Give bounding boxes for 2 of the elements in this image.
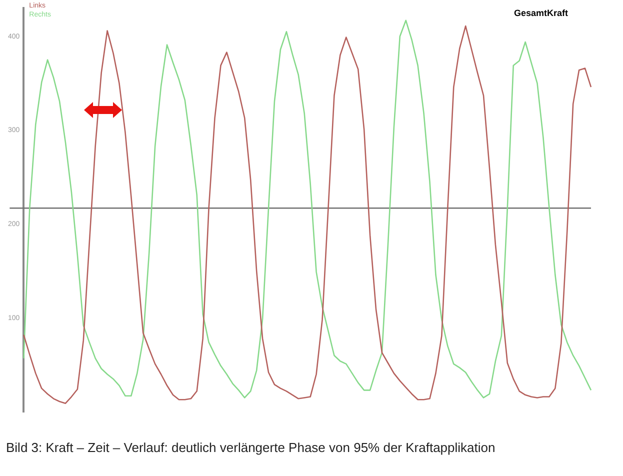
text: Bild 3: Kraft – Zeit – Verlauf: deutlich verlängerte Phase von 95% der Kraftapplikation xyxy=(6,440,496,455)
chart-title: GesamtKraft xyxy=(514,8,568,18)
